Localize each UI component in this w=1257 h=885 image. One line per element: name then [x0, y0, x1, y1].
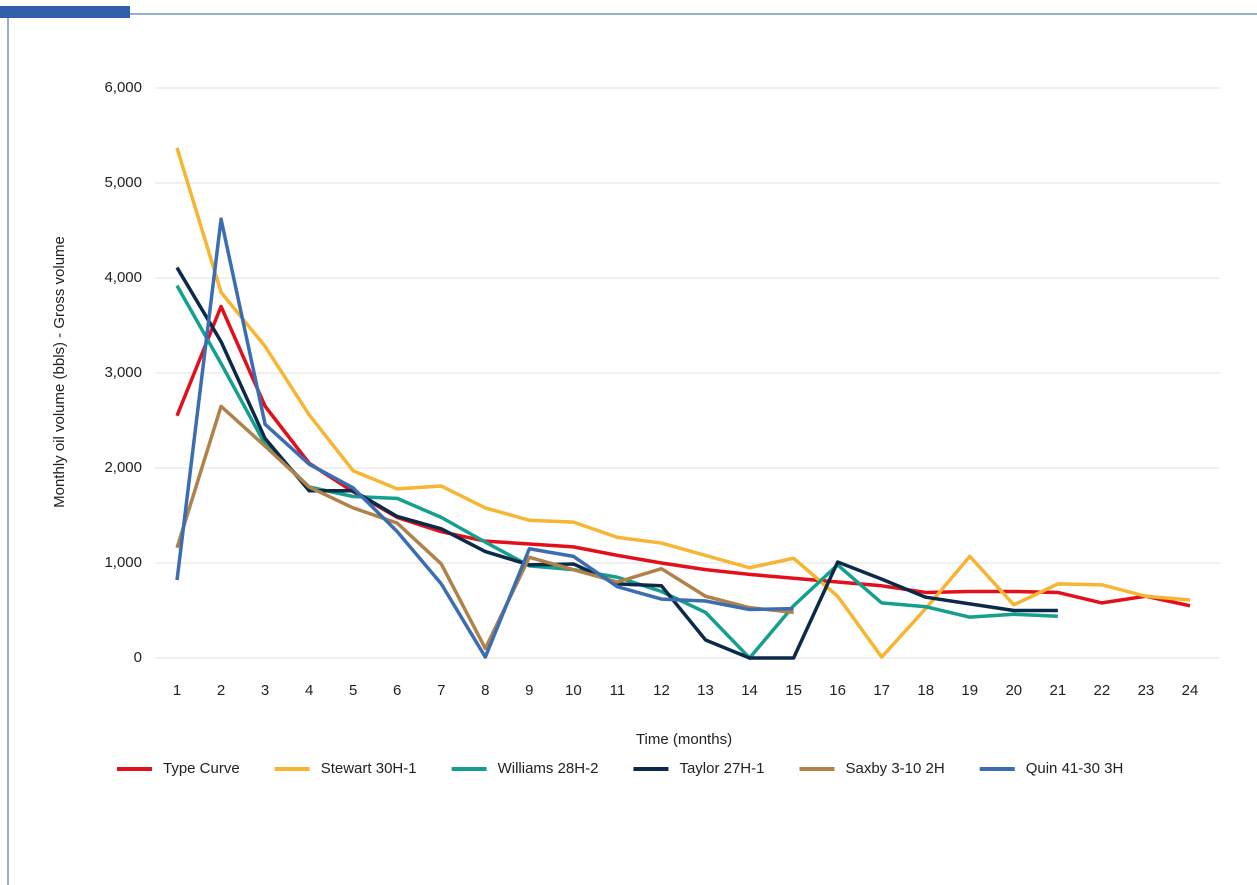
x-tick-label: 2 — [217, 682, 225, 699]
x-tick-label: 12 — [653, 682, 670, 699]
x-tick-label: 9 — [525, 682, 533, 699]
x-tick-label: 1 — [173, 682, 181, 699]
x-axis-label: Time (months) — [636, 731, 732, 748]
series-line — [175, 284, 1058, 660]
legend-label: Williams 28H-2 — [498, 760, 599, 777]
x-tick-label: 11 — [610, 682, 626, 699]
x-tick-label: 5 — [349, 682, 357, 699]
x-tick-label: 23 — [1138, 682, 1155, 699]
x-tick-label: 14 — [741, 682, 758, 699]
series-line — [175, 304, 1191, 608]
legend-label: Taylor 27H-1 — [679, 760, 764, 777]
series-line — [175, 266, 1058, 660]
x-tick-label: 4 — [305, 682, 313, 699]
x-tick-label: 8 — [481, 682, 489, 699]
x-tick-label: 10 — [565, 682, 582, 699]
series-line — [175, 217, 794, 659]
x-tick-label: 22 — [1094, 682, 1111, 699]
series-line — [175, 404, 794, 651]
y-tick-label: 5,000 — [104, 174, 142, 191]
x-tick-label: 3 — [261, 682, 269, 699]
x-tick-label: 18 — [917, 682, 934, 699]
x-tick-label: 16 — [829, 682, 846, 699]
legend-label: Type Curve — [163, 760, 240, 777]
y-tick-label: 3,000 — [104, 364, 142, 381]
x-tick-label: 15 — [785, 682, 802, 699]
series-line — [175, 147, 1191, 659]
x-tick-label: 17 — [873, 682, 890, 699]
x-tick-label: 24 — [1182, 682, 1199, 699]
legend-label: Quin 41-30 3H — [1026, 760, 1124, 777]
y-tick-label: 2,000 — [104, 459, 142, 476]
y-tick-label: 0 — [134, 649, 142, 666]
y-tick-label: 6,000 — [104, 79, 142, 96]
y-tick-label: 1,000 — [104, 554, 142, 571]
y-tick-label: 4,000 — [104, 269, 142, 286]
legend-label: Saxby 3-10 2H — [845, 760, 944, 777]
x-tick-label: 21 — [1050, 682, 1067, 699]
header-tab — [0, 6, 130, 18]
x-tick-label: 20 — [1005, 682, 1022, 699]
x-tick-label: 19 — [961, 682, 978, 699]
x-tick-label: 6 — [393, 682, 401, 699]
x-tick-label: 13 — [697, 682, 714, 699]
legend-label: Stewart 30H-1 — [321, 760, 417, 777]
y-axis-label: Monthly oil volume (bbls) - Gross volume — [51, 236, 68, 508]
x-tick-label: 7 — [437, 682, 445, 699]
